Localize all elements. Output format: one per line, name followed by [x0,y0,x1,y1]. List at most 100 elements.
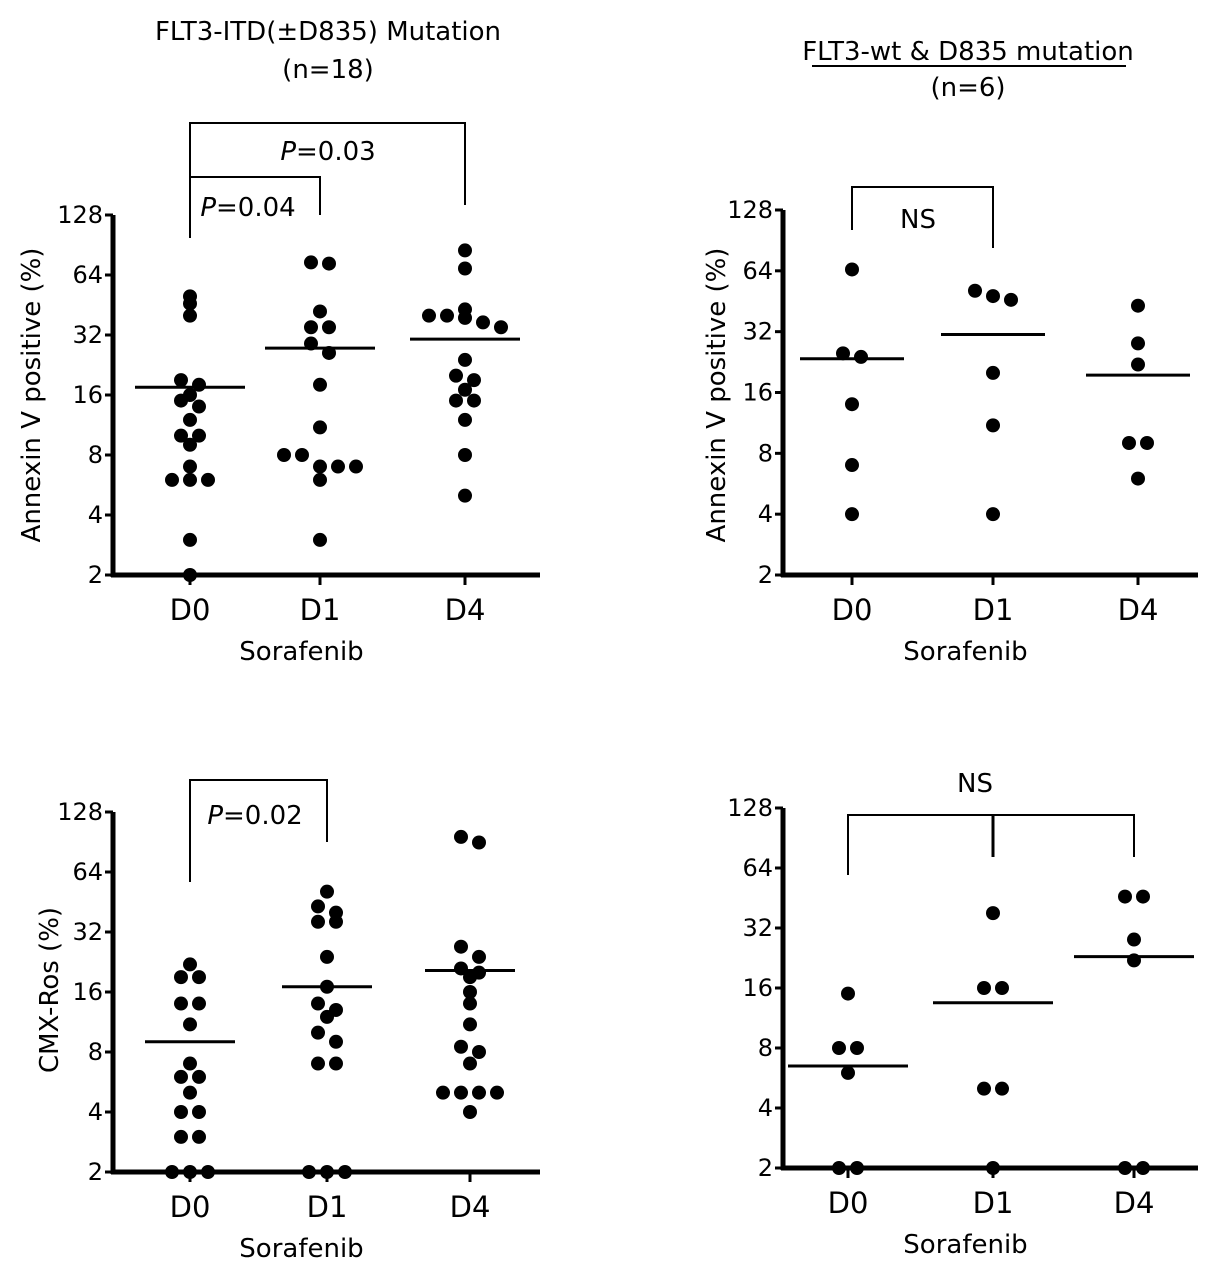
significance-label: P=0.02 [207,801,302,831]
data-point [449,368,463,383]
data-point [322,256,336,271]
data-point [977,981,991,995]
y-tick-label: 32 [742,318,773,346]
data-point [995,981,1009,995]
data-point [968,283,982,298]
data-point [183,437,197,452]
data-point [183,308,197,323]
data-point [1118,1161,1132,1175]
data-point [850,1161,864,1175]
data-point [986,507,1000,522]
data-point [302,1165,316,1179]
y-tick-label: 32 [72,918,103,946]
data-point [183,1165,197,1179]
y-tick-label: 64 [72,858,103,886]
x-axis-label: Sorafenib [239,637,363,667]
data-point [476,315,490,330]
y-tick-label: 8 [88,1038,103,1066]
column-subtitle-right: (n=6) [930,73,1005,103]
data-point [463,970,477,985]
data-point [174,996,188,1011]
data-point [192,1105,206,1119]
data-point [311,1056,325,1071]
data-point [986,289,1000,304]
y-tick-label: 8 [88,441,103,469]
data-point [1131,298,1145,313]
data-point [165,1165,179,1179]
significance-label: NS [957,769,993,799]
data-point [183,1017,197,1032]
chart-panel-top-left: 2 4 8 16 32 64 128 D0 D1 D4 Sorafenib Annexin V pos… [17,122,540,667]
data-point [201,472,215,487]
data-point [458,448,472,462]
data-point [192,996,206,1011]
data-point [320,949,334,964]
data-point [472,949,486,964]
data-point [192,1069,206,1084]
x-tick-label: D4 [450,1190,491,1224]
y-tick-label: 16 [742,379,773,407]
significance-label: P=0.04 [200,193,295,223]
data-point [311,1025,325,1040]
significance-label: NS [900,205,936,235]
data-point [458,382,472,397]
y-tick-label: 16 [742,974,773,1002]
y-tick-label: 2 [88,561,103,589]
y-tick-label: 128 [57,201,103,229]
column-title-left: FLT3-ITD(±D835) Mutation (n=18) [155,17,501,85]
y-tick-label: 8 [758,1034,773,1062]
data-point [458,243,472,258]
data-point [472,835,486,850]
data-point [329,1056,343,1071]
data-point [174,1105,188,1119]
y-tick-label: 32 [742,914,773,942]
y-tick-label: 2 [88,1158,103,1186]
data-point [986,365,1000,380]
data-point [458,261,472,276]
significance-bracket [189,779,328,882]
data-point [174,970,188,985]
column-title-right: FLT3-wt & D835 mutation (n=6) [802,37,1134,103]
data-point [832,1041,846,1055]
data-point [463,1017,477,1032]
data-point [313,459,327,474]
data-point [183,412,197,427]
data-point [832,1161,846,1175]
data-point [458,488,472,503]
data-point [1136,1161,1150,1175]
y-tick-label: 64 [742,854,773,882]
data-point [841,986,855,1001]
data-point [463,1056,477,1071]
data-point [854,349,868,364]
data-point [320,884,334,899]
data-point [183,296,197,311]
data-point [490,1085,504,1100]
data-point [313,532,327,547]
significance-bracket [851,186,994,248]
data-point [845,507,859,522]
data-point [313,472,327,487]
data-point [995,1081,1009,1096]
data-point [836,346,850,361]
data-point [183,1056,197,1071]
data-point [304,320,318,335]
data-point [174,393,188,408]
y-tick-label: 4 [758,500,773,528]
data-point [1118,889,1132,904]
data-point [458,412,472,427]
data-point [1140,435,1154,450]
data-point [277,448,291,462]
y-tick-label: 2 [758,561,773,589]
x-tick-label: D4 [445,593,486,627]
data-point [463,1105,477,1119]
data-point [183,532,197,547]
data-point [986,1161,1000,1175]
x-tick-label: D0 [832,593,873,627]
data-point [463,996,477,1011]
significance-bracket [847,814,1135,875]
column-title-left-text: FLT3-ITD(±D835) Mutation [155,17,501,47]
data-point [313,377,327,392]
x-tick-label: D0 [170,593,211,627]
chart-panel-top-right: 2 4 8 16 32 64 128 D0 D1 D4 Sorafenib Annexin V pos… [702,186,1198,667]
